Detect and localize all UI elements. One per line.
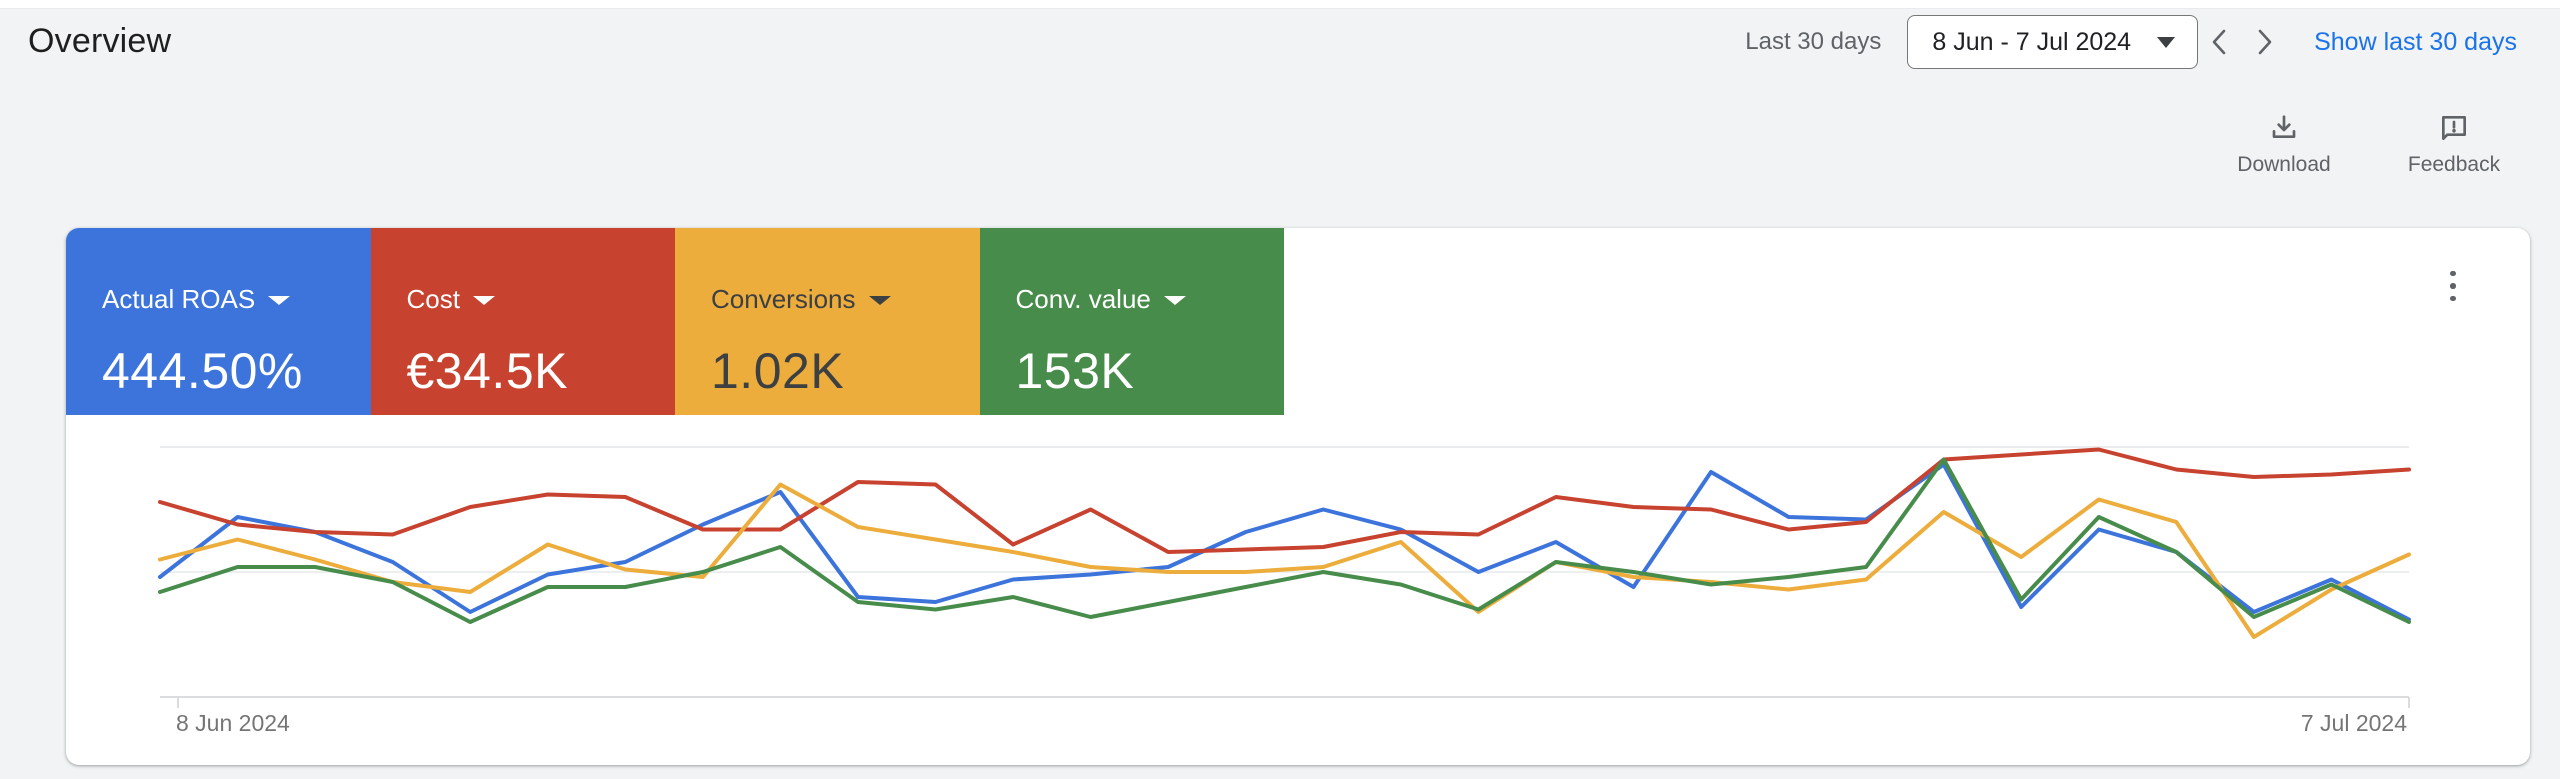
dropdown-arrow-icon — [2157, 36, 2176, 48]
download-label: Download — [2237, 153, 2331, 176]
x-axis-end-label: 7 Jul 2024 — [2301, 710, 2407, 736]
download-icon — [2272, 115, 2296, 138]
kebab-icon — [2450, 270, 2456, 302]
window-top-edge — [0, 0, 2560, 9]
date-range-button[interactable]: 8 Jun - 7 Jul 2024 — [1907, 15, 2199, 69]
card-actions: Download Feedback — [2225, 112, 2513, 177]
date-range-value: 8 Jun - 7 Jul 2024 — [1932, 27, 2132, 56]
dropdown-arrow-icon — [472, 296, 495, 305]
metric-value: 444.50% — [102, 342, 303, 399]
metric-tile-conv-value[interactable]: Conv. value 153K — [979, 228, 1284, 415]
metric-label: Cost — [406, 283, 460, 314]
previous-period-button[interactable] — [2198, 20, 2242, 64]
metric-value: €34.5K — [406, 342, 568, 399]
chart-gridlines — [160, 446, 2410, 708]
feedback-label: Feedback — [2407, 153, 2501, 176]
series-line-conv-value — [158, 457, 2411, 624]
metric-tiles-row: Actual ROAS 444.50% Cost €34.5K Conversions 1… — [66, 228, 2530, 415]
metric-tile-conversions[interactable]: Conversions 1.02K — [675, 228, 980, 415]
timeseries-chart: 8 Jun 2024 7 Jul 2024 — [66, 430, 2530, 750]
page-title: Overview — [28, 22, 172, 60]
x-axis-start-label: 8 Jun 2024 — [176, 710, 290, 736]
series-line-cost — [158, 447, 2411, 554]
chevron-right-icon — [2258, 29, 2272, 55]
metric-tile-actual-roas[interactable]: Actual ROAS 444.50% — [66, 228, 371, 415]
feedback-icon — [2442, 116, 2466, 140]
series-line-conversions — [158, 482, 2411, 639]
show-last-30-days-link[interactable]: Show last 30 days — [2314, 27, 2517, 56]
download-button[interactable]: Download — [2225, 112, 2343, 177]
feedback-button[interactable]: Feedback — [2395, 112, 2513, 177]
series-line-actual-roas — [158, 462, 2411, 622]
dropdown-arrow-icon — [868, 296, 891, 305]
metric-label: Conversions — [711, 283, 856, 314]
chevron-left-icon — [2212, 29, 2226, 55]
overview-card: Actual ROAS 444.50% Cost €34.5K Conversions 1… — [66, 228, 2530, 765]
metric-label: Actual ROAS — [102, 283, 256, 314]
dropdown-arrow-icon — [268, 296, 291, 305]
range-preset-label: Last 30 days — [1745, 28, 1882, 55]
next-period-button[interactable] — [2242, 20, 2286, 64]
dropdown-arrow-icon — [1163, 296, 1186, 305]
card-menu-button[interactable] — [2431, 264, 2475, 308]
date-range-controls: Last 30 days 8 Jun - 7 Jul 2024 Show las… — [1745, 14, 2517, 70]
metric-tile-cost[interactable]: Cost €34.5K — [370, 228, 675, 415]
metric-label: Conv. value — [1015, 283, 1151, 314]
metric-value: 1.02K — [711, 342, 845, 399]
metric-value: 153K — [1015, 342, 1135, 399]
